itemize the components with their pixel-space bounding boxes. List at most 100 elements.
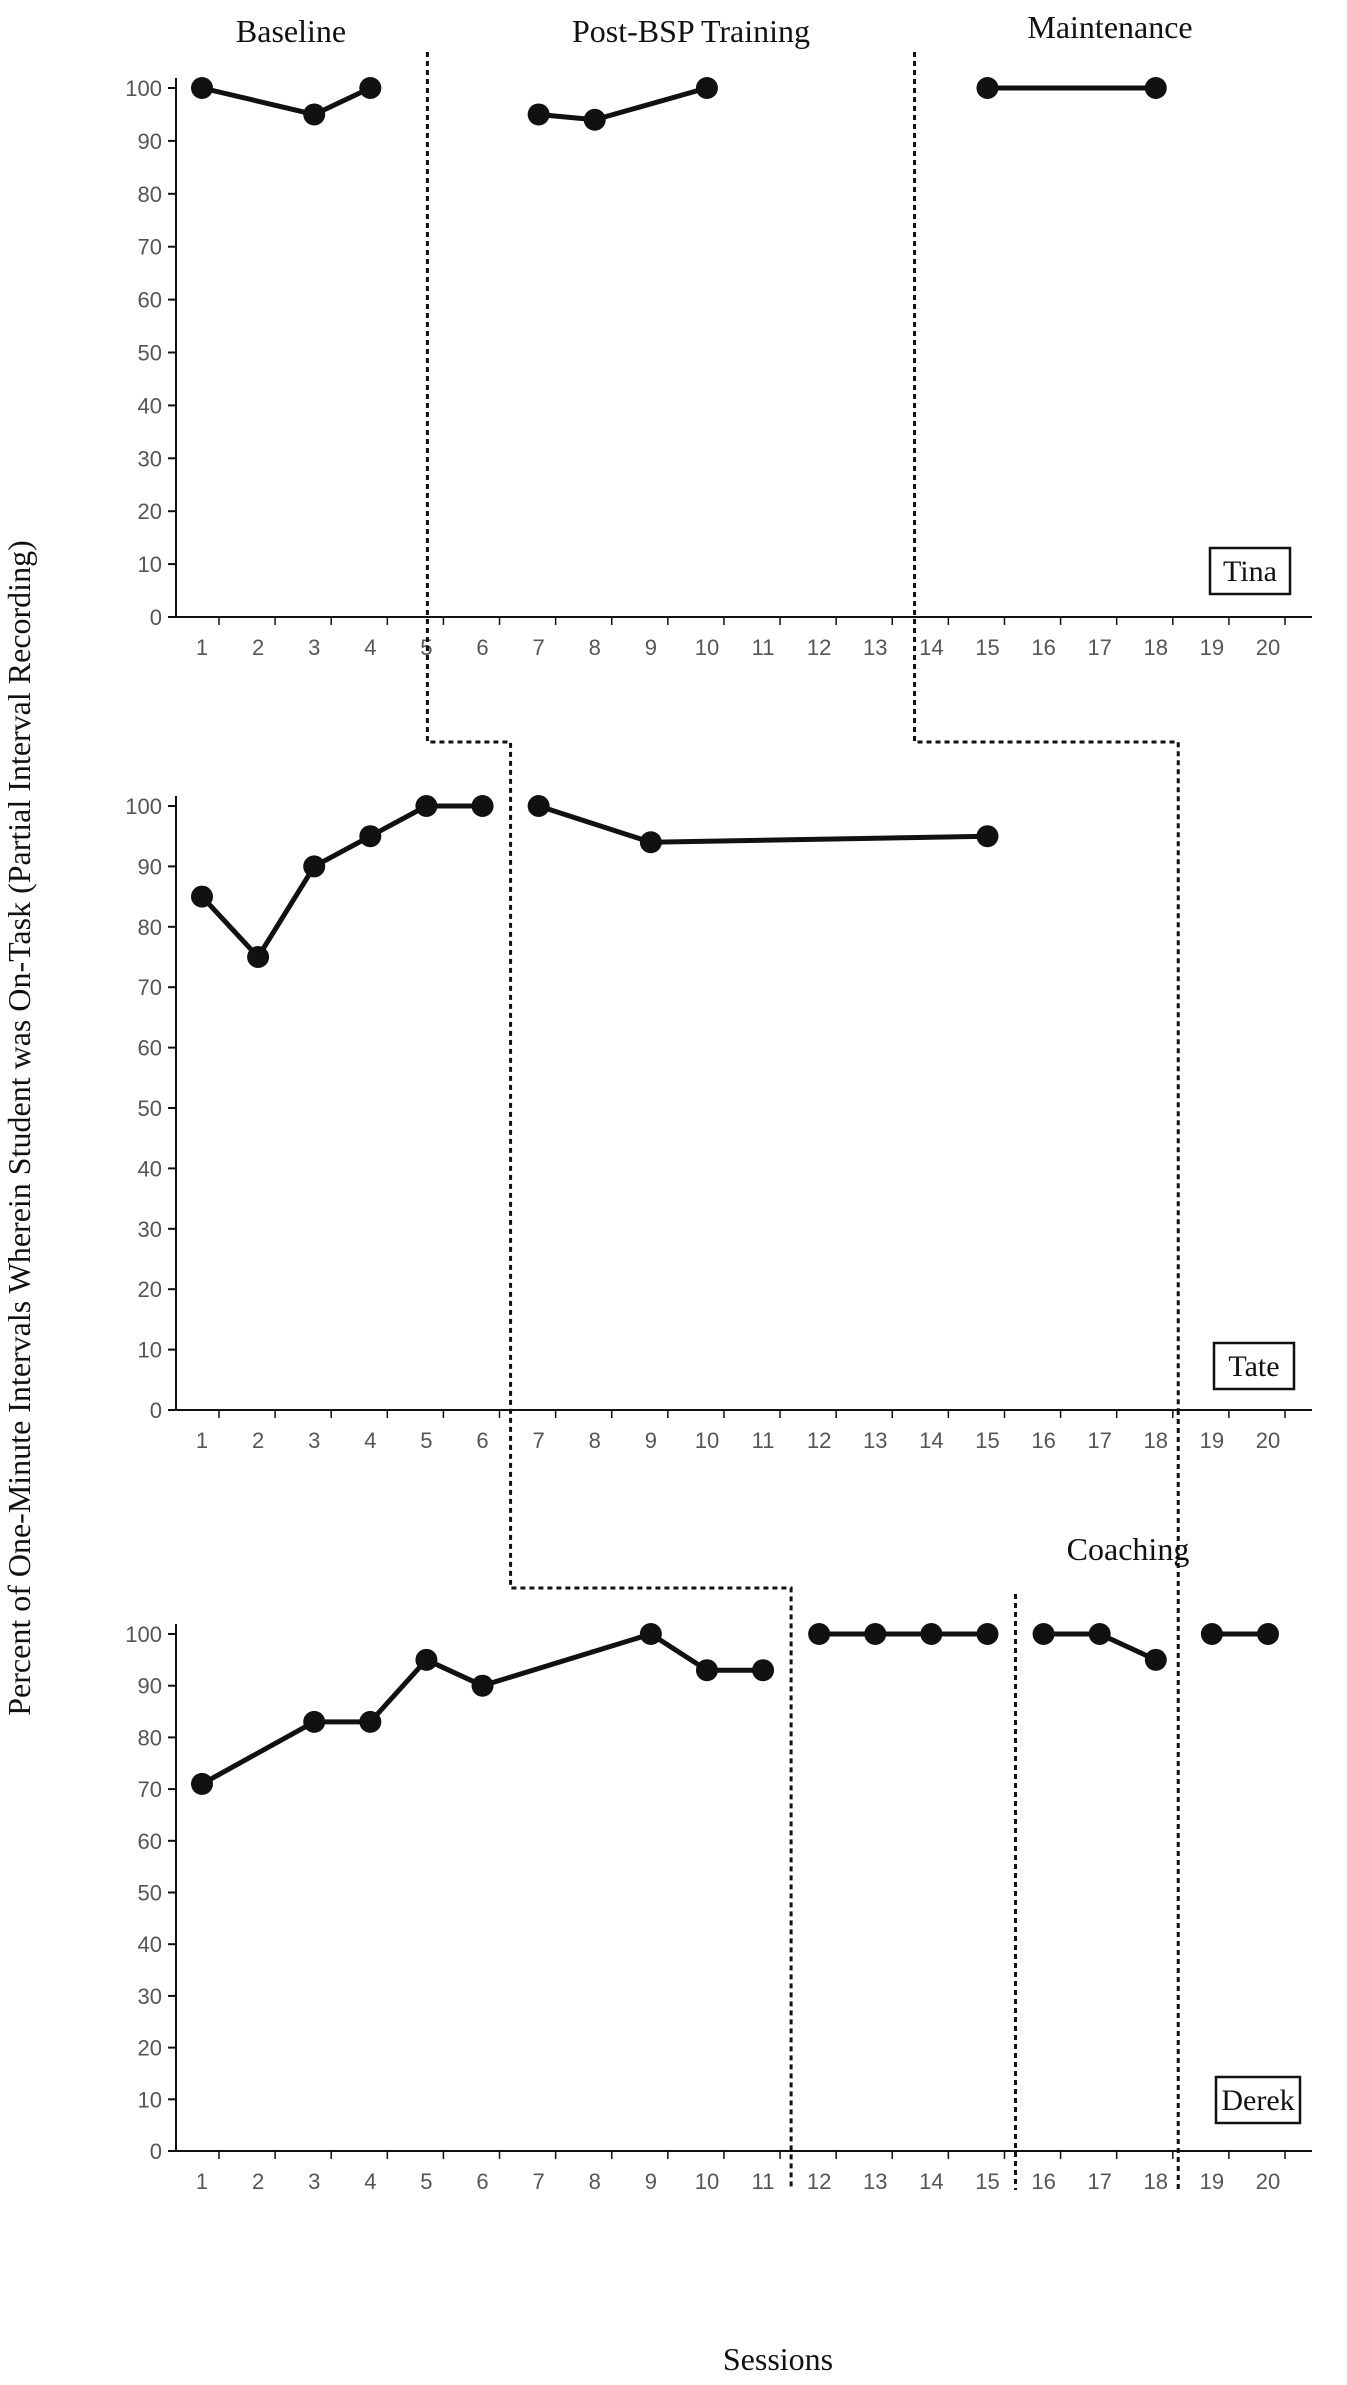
x-tick-label: 15 [975,635,999,660]
y-tick-label: 50 [138,1096,162,1121]
x-tick-label: 16 [1031,635,1055,660]
x-tick-label: 7 [533,1428,545,1453]
y-tick-label: 100 [125,76,162,101]
x-tick-label: 12 [807,2169,831,2194]
x-tick-label: 4 [364,2169,376,2194]
x-tick-label: 10 [695,2169,719,2194]
x-tick-label: 9 [645,1428,657,1453]
x-tick-label: 12 [807,635,831,660]
y-tick-label: 40 [138,1156,162,1181]
data-point [247,946,270,968]
y-tick-label: 0 [150,2139,162,2164]
x-tick-label: 6 [476,635,488,660]
y-tick-label: 80 [138,182,162,207]
data-point [1200,1623,1223,1645]
x-tick-label: 1 [196,635,208,660]
data-point [920,1623,943,1645]
y-tick-label: 100 [125,794,162,819]
y-tick-label: 70 [138,1777,162,1802]
data-point [415,1648,438,1671]
data-point [639,1623,662,1645]
participant-name-box [1208,546,1292,596]
x-tick-label: 13 [863,2169,887,2194]
data-point [359,825,382,848]
x-tick-label: 11 [752,635,775,660]
x-tick-label: 4 [364,1428,376,1453]
data-point [527,103,550,126]
data-point [1144,77,1167,99]
y-tick-label: 90 [138,129,162,154]
data-point [864,1623,887,1645]
data-point [1144,1648,1167,1671]
x-tick-label: 20 [1256,635,1280,660]
x-tick-label: 19 [1200,2169,1224,2194]
data-point [752,1659,775,1682]
y-tick-label: 20 [138,499,162,524]
series-line-segment [200,803,483,962]
data-point [583,108,606,131]
y-tick-label: 30 [138,446,162,471]
x-tick-label: 16 [1031,1428,1055,1453]
x-tick-label: 5 [420,2169,432,2194]
data-point [471,795,494,817]
phase-label-maintenance: Maintenance [1027,9,1192,45]
y-tick-label: 10 [138,1338,162,1363]
data-point [976,825,999,848]
x-tick-label: 9 [645,2169,657,2194]
phase-label-post-bsp-training: Post-BSP Training [572,13,810,49]
x-tick-label: 11 [752,1428,775,1453]
data-point [359,1710,382,1733]
data-point [191,77,213,99]
x-tick-label: 15 [975,2169,999,2194]
x-tick-label: 14 [919,635,943,660]
x-tick-label: 10 [695,635,719,660]
y-tick-label: 70 [138,235,162,260]
x-tick-label: 8 [589,635,601,660]
y-tick-label: 50 [138,341,162,366]
data-point [976,1623,999,1645]
data-point [415,795,438,817]
x-tick-label: 20 [1256,2169,1280,2194]
data-point [1088,1623,1111,1645]
data-point [359,77,382,99]
phase-change-line-training [425,52,793,2190]
y-tick-label: 40 [138,1932,162,1957]
x-tick-label: 8 [589,2169,601,2194]
y-axis-title: Percent of One-Minute Intervals Wherein … [1,540,37,1715]
phase-change-line-maintenance [913,52,1180,1410]
y-tick-label: 60 [138,1829,162,1854]
x-tick-label: 9 [645,635,657,660]
x-tick-label: 14 [919,1428,943,1453]
y-tick-label: 0 [150,605,162,630]
x-tick-label: 6 [476,1428,488,1453]
x-tick-label: 4 [364,635,376,660]
y-tick-label: 60 [138,1036,162,1061]
phase-label-coaching: Coaching [1067,1531,1190,1567]
x-tick-label: 13 [863,635,887,660]
data-point [1257,1623,1279,1645]
x-tick-label: 17 [1087,1428,1111,1453]
x-tick-label: 7 [533,635,545,660]
x-tick-label: 5 [420,1428,432,1453]
participant-name: Tina [1223,555,1277,588]
series-line-segment [537,803,988,845]
y-tick-label: 20 [138,1277,162,1302]
y-tick-label: 60 [138,288,162,313]
x-tick-label: 19 [1200,1428,1224,1453]
x-tick-label: 2 [252,635,264,660]
x-tick-label: 15 [975,1428,999,1453]
y-tick-label: 70 [138,975,162,1000]
phase-change-lines [425,52,1180,2190]
participant-name-box [1214,2075,1302,2125]
x-tick-label: 17 [1087,635,1111,660]
x-tick-label: 18 [1144,2169,1168,2194]
data-point [471,1674,494,1697]
y-tick-label: 0 [150,1398,162,1423]
y-tick-label: 90 [138,1674,162,1699]
y-tick-label: 10 [138,2087,162,2112]
series-line-segment [200,1631,764,1787]
